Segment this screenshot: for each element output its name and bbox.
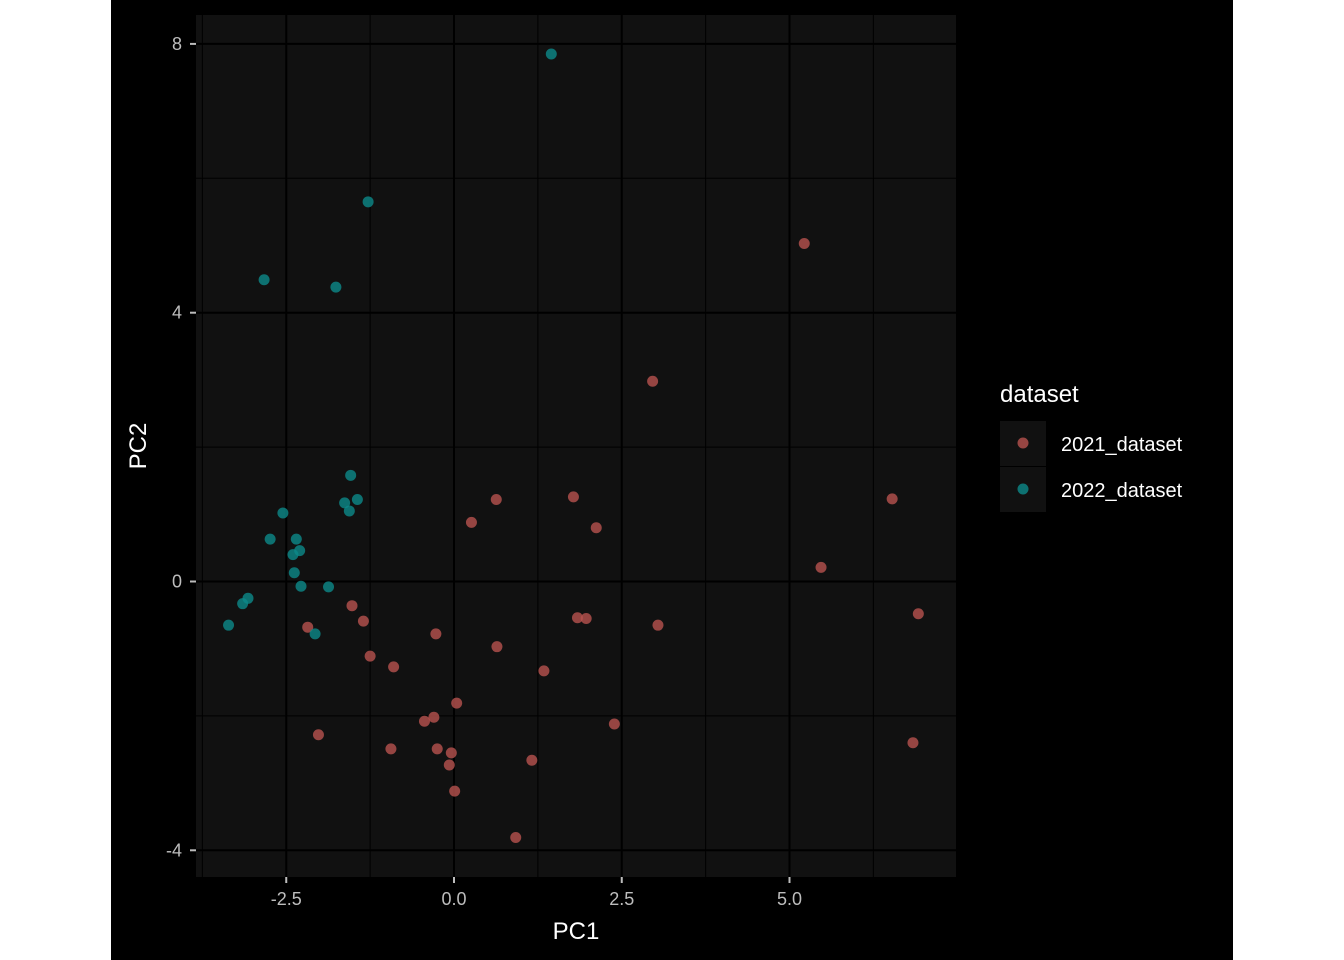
point-2021_dataset [357,615,369,627]
grid-lines [196,15,956,877]
point-2022_dataset [223,619,235,631]
point-2021_dataset [443,759,455,771]
point-2022_dataset [309,628,321,640]
data-points [223,48,924,844]
point-2021_dataset [490,494,502,506]
point-2022_dataset [287,549,299,561]
point-2021_dataset [430,628,442,640]
y-tick-label: 4 [172,303,182,323]
y-axis: -4 0 4 8 [166,34,196,860]
point-2021_dataset [449,785,461,797]
point-2021_dataset [510,832,522,844]
point-2021_dataset [312,729,324,741]
x-tick-label: -2.5 [271,889,302,909]
point-2021_dataset [526,754,538,766]
point-2022_dataset [237,598,249,610]
point-2022_dataset [290,533,302,545]
point-2021_dataset [431,743,443,755]
point-2021_dataset [886,493,898,505]
point-2021_dataset [418,715,430,727]
point-2022_dataset [295,580,307,592]
point-2021_dataset [567,491,579,503]
y-tick-label: 8 [172,34,182,54]
y-tick-label: -4 [166,840,182,860]
x-axis: -2.5 0.0 2.5 5.0 [271,877,802,909]
point-2022_dataset [264,533,276,545]
y-axis-title: PC2 [125,423,152,470]
legend-key-2022 [1017,483,1029,495]
point-2021_dataset [491,641,503,653]
point-2021_dataset [465,516,477,528]
x-tick-label: 0.0 [441,889,466,909]
point-2021_dataset [385,743,397,755]
point-2021_dataset [652,619,664,631]
x-tick-label: 5.0 [777,889,802,909]
point-2021_dataset [302,621,314,633]
point-2021_dataset [538,665,550,677]
point-2021_dataset [346,600,358,612]
point-2021_dataset [608,718,620,730]
point-2022_dataset [277,507,289,519]
point-2021_dataset [798,237,810,249]
point-2021_dataset [815,561,827,573]
x-tick-label: 2.5 [609,889,634,909]
point-2022_dataset [343,505,355,517]
point-2021_dataset [445,747,457,759]
point-2022_dataset [323,581,335,593]
legend-title: dataset [1000,381,1079,408]
point-2022_dataset [545,48,557,60]
legend-label-2022: 2022_dataset [1061,480,1183,502]
point-2021_dataset [647,375,659,387]
plot-panel [196,15,956,877]
legend: dataset 2021_dataset 2022_dataset [1000,381,1183,512]
point-2022_dataset [351,494,363,506]
point-2021_dataset [451,697,463,709]
point-2021_dataset [580,612,592,624]
point-2021_dataset [571,612,583,624]
point-2022_dataset [258,274,270,286]
point-2021_dataset [907,737,919,749]
point-2021_dataset [428,711,440,723]
point-2022_dataset [288,567,300,579]
point-2021_dataset [388,661,400,673]
x-axis-title: PC1 [553,918,600,945]
point-2022_dataset [345,469,357,481]
point-2021_dataset [912,608,924,620]
y-tick-label: 0 [172,572,182,592]
legend-key-2021 [1017,437,1029,449]
point-2022_dataset [362,196,374,208]
legend-label-2021: 2021_dataset [1061,434,1183,456]
point-2021_dataset [590,522,602,534]
point-2021_dataset [364,650,376,662]
point-2022_dataset [339,497,351,509]
point-2022_dataset [330,281,342,293]
